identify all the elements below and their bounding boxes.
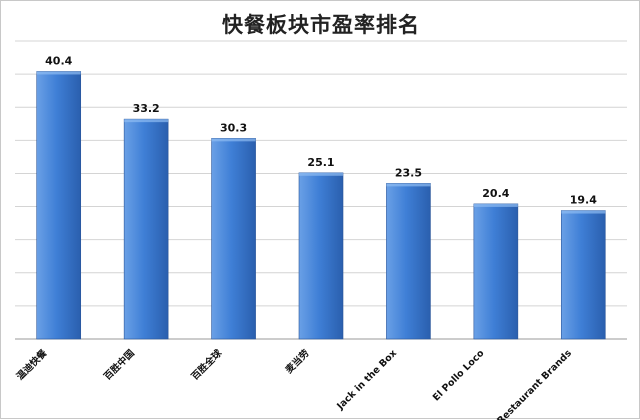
bar <box>298 172 344 340</box>
x-tick-label: 百胜中国 <box>101 347 136 382</box>
bar <box>123 118 169 340</box>
bar <box>211 138 256 340</box>
data-label: 40.4 <box>45 54 72 67</box>
x-tick-label: 温迪快餐 <box>14 347 50 383</box>
data-label: 30.3 <box>220 121 247 134</box>
bar <box>560 210 606 340</box>
bar-cap <box>299 172 343 176</box>
x-tick-label: El Pollo Loco <box>431 348 487 404</box>
x-tick-label: Jack in the Box <box>334 348 399 413</box>
data-labels: 40.4 33.2 30.3 25.1 23.5 20.4 19.4 <box>45 54 597 206</box>
bar-cap <box>124 119 169 123</box>
bar-cap <box>473 203 518 207</box>
x-tick-label: 百胜全球 <box>189 347 225 383</box>
data-label: 25.1 <box>307 156 334 169</box>
bar-cap <box>386 183 431 187</box>
bar <box>36 71 82 340</box>
bar <box>473 203 519 340</box>
bars <box>36 71 606 340</box>
bar <box>386 183 431 340</box>
x-tick-label: Restaurant Brands <box>495 348 574 420</box>
bar-cap <box>561 210 606 214</box>
x-tick-label: 麦当劳 <box>283 347 312 376</box>
data-label: 19.4 <box>570 194 597 207</box>
chart-title: 快餐板块市盈率排名 <box>222 13 420 37</box>
data-label: 33.2 <box>133 102 160 115</box>
bar-cap <box>36 71 81 75</box>
x-tick-labels: 温迪快餐 百胜中国 百胜全球 麦当劳 Jack in the Box El Pollo L… <box>14 347 574 420</box>
data-label: 23.5 <box>395 166 422 179</box>
data-label: 20.4 <box>482 187 509 200</box>
bar-cap <box>211 138 256 142</box>
